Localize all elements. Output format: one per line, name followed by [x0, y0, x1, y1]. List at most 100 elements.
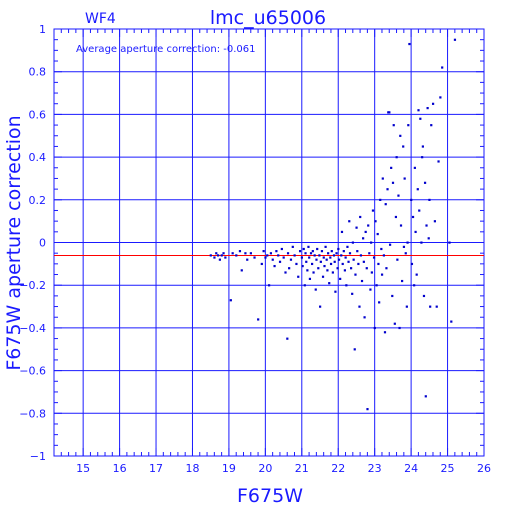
y-tick-label: 0.8 — [29, 66, 47, 79]
data-point — [395, 156, 398, 159]
data-point — [317, 267, 320, 270]
data-point — [306, 269, 309, 272]
data-point — [411, 215, 415, 219]
data-point — [339, 277, 342, 280]
data-point — [419, 117, 422, 120]
data-point — [402, 145, 405, 148]
data-point — [420, 241, 423, 244]
data-point — [363, 316, 366, 319]
data-point — [246, 258, 249, 261]
data-point — [385, 267, 388, 270]
data-point — [388, 243, 392, 246]
data-point — [437, 160, 440, 163]
y-tick-label: 0.2 — [29, 194, 47, 207]
x-tick-label: 20 — [258, 462, 272, 475]
data-point — [390, 166, 393, 169]
data-point — [220, 254, 223, 257]
data-point — [370, 271, 373, 274]
data-point — [269, 252, 273, 255]
data-point — [303, 284, 306, 287]
data-points — [209, 38, 457, 411]
data-point — [424, 395, 427, 398]
data-point — [399, 134, 402, 137]
data-point — [354, 273, 357, 276]
y-tick-label: 1 — [39, 23, 46, 36]
data-point — [407, 124, 410, 127]
data-point — [325, 258, 328, 261]
data-point — [356, 250, 359, 253]
data-point — [238, 250, 242, 253]
data-point — [244, 252, 247, 255]
data-point — [348, 252, 352, 255]
data-point — [367, 224, 370, 227]
data-point — [418, 209, 421, 212]
data-point — [235, 254, 238, 257]
data-point — [329, 256, 332, 259]
data-point — [421, 145, 424, 148]
data-point — [328, 282, 331, 285]
data-point — [428, 198, 431, 201]
data-point — [264, 256, 267, 259]
data-point — [417, 109, 420, 112]
data-point — [373, 326, 376, 330]
data-point — [377, 262, 380, 266]
data-point — [319, 260, 322, 263]
data-point — [308, 277, 312, 280]
data-point — [309, 252, 313, 255]
x-tick-label: 23 — [368, 462, 382, 475]
data-point — [305, 260, 308, 263]
data-point — [273, 264, 276, 268]
data-point — [362, 237, 365, 240]
data-point — [399, 224, 403, 227]
data-point — [224, 256, 227, 259]
data-point — [426, 106, 429, 110]
data-point — [320, 250, 324, 253]
data-point — [286, 337, 289, 340]
data-point — [288, 267, 291, 270]
y-tick-label: −0.6 — [19, 365, 46, 378]
data-point — [370, 241, 373, 244]
data-point — [302, 247, 305, 251]
data-point — [342, 250, 345, 253]
data-point — [398, 326, 401, 330]
data-point — [357, 262, 360, 266]
data-point — [351, 241, 355, 244]
data-point — [382, 254, 385, 257]
x-tick-label: 24 — [404, 462, 418, 475]
data-point — [319, 305, 322, 308]
data-point — [376, 232, 379, 236]
data-point — [268, 284, 271, 287]
data-point — [277, 254, 280, 257]
data-point — [307, 245, 310, 248]
data-point — [340, 230, 344, 234]
y-axis-label: F675W aperture correction — [3, 115, 25, 370]
data-point — [348, 220, 351, 223]
annotation-average: Average aperture correction: -0.061 — [76, 44, 256, 55]
data-point — [347, 260, 350, 263]
y-tick-labels: −1 −0.8 −0.6 −0.4 −0.2 0 0.2 0.4 0.6 0.8 1 — [19, 23, 46, 463]
data-point — [402, 245, 406, 248]
data-point — [275, 250, 278, 253]
data-point — [375, 284, 378, 287]
data-point — [262, 250, 265, 253]
data-point — [304, 252, 307, 255]
data-point — [362, 260, 365, 263]
x-tick-label: 17 — [149, 462, 163, 475]
data-point — [414, 230, 417, 234]
data-point — [371, 209, 375, 212]
data-point — [295, 262, 298, 266]
data-point — [380, 273, 384, 276]
data-point — [345, 284, 348, 287]
data-point — [337, 247, 340, 251]
data-point — [380, 247, 383, 251]
data-point — [353, 348, 356, 351]
data-point — [332, 254, 336, 257]
x-tick-label: 18 — [185, 462, 199, 475]
data-point — [308, 256, 311, 259]
data-point — [293, 254, 296, 257]
data-point — [253, 256, 256, 259]
data-point — [291, 245, 294, 248]
data-point — [384, 203, 387, 206]
grid — [54, 29, 484, 456]
data-point — [249, 252, 252, 255]
